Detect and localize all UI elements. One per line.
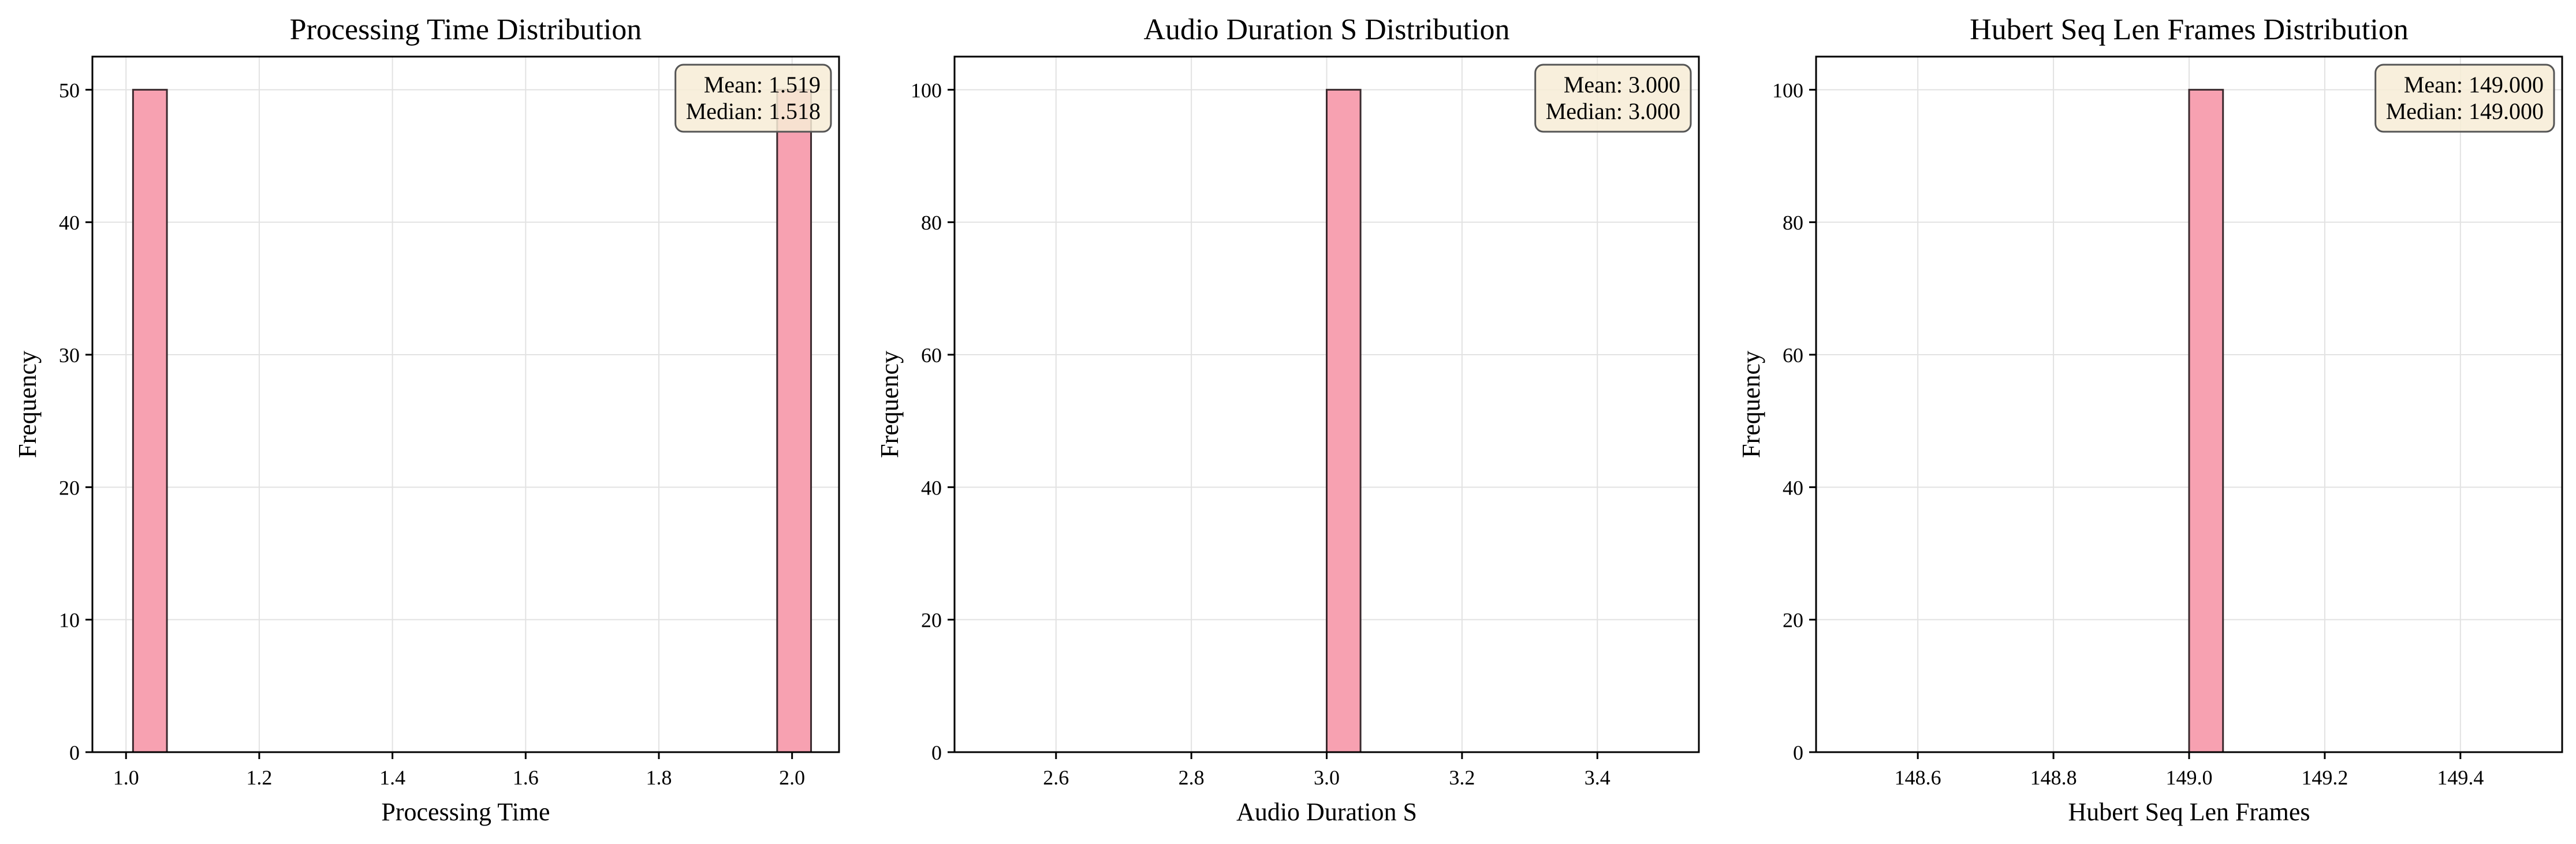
x-tick-label: 148.8 [2030,766,2077,789]
chart-title: Audio Duration S Distribution [1143,13,1509,46]
x-axis-label: Hubert Seq Len Frames [2068,798,2310,826]
stats-median: Median: 1.518 [686,98,821,124]
stats-box-frame [1534,64,1692,133]
x-axis-label: Audio Duration S [1236,798,1417,826]
x-tick-label: 1.6 [513,766,539,789]
stats-mean: Mean: 1.519 [704,72,821,98]
x-tick-label: 1.0 [113,766,139,789]
x-axis-label: Processing Time [381,798,550,826]
y-tick-label: 0 [931,741,942,764]
x-tick-label: 3.4 [1585,766,1611,789]
stats-median: Median: 149.000 [2386,98,2544,124]
y-tick-label: 20 [1783,609,1803,632]
histogram-panel-3: 148.6 148.8 149.0 149.2 149.4 0 20 40 60 80 100 Hub… [1737,13,2563,826]
stats-box-frame [674,64,832,133]
y-tick-label: 20 [921,609,942,632]
axes-frame [91,55,840,753]
y-tick-label: 40 [59,211,80,235]
y-tick-label: 80 [921,211,942,235]
y-tick-label: 40 [921,476,942,499]
x-tick-label: 149.2 [2301,766,2348,789]
x-tick-label: 149.4 [2437,766,2484,789]
chart-title: Processing Time Distribution [290,13,642,46]
y-tick-label: 80 [1783,211,1803,235]
histogram-bar [132,88,168,753]
stats-mean: Mean: 149.000 [2404,72,2544,98]
x-tick-label: 1.4 [379,766,405,789]
x-tick-label: 1.2 [246,766,272,789]
x-tick-label: 2.8 [1179,766,1205,789]
histogram-panel-1: 1.0 1.2 1.4 1.6 1.8 2.0 0 10 20 30 40 50 Processing … [13,13,840,826]
y-tick-label: 40 [1783,476,1803,499]
x-tick-label: 3.0 [1314,766,1340,789]
y-axis-label: Frequency [875,351,904,458]
histogram-bar [1326,88,1362,753]
y-tick-label: 0 [69,741,80,764]
stats-mean: Mean: 3.000 [1564,72,1680,98]
histogram-bar [2188,88,2224,753]
histogram-bar [776,88,812,753]
chart-title: Hubert Seq Len Frames Distribution [1970,13,2409,46]
x-tick-label: 1.8 [646,766,672,789]
y-axis-label: Frequency [13,351,42,458]
y-tick-label: 60 [1783,344,1803,367]
x-tick-label: 149.0 [2166,766,2213,789]
y-tick-label: 60 [921,344,942,367]
x-tick-label: 2.6 [1043,766,1069,789]
stats-median: Median: 3.000 [1546,98,1680,124]
stats-box-frame [2374,64,2555,133]
y-tick-label: 20 [59,476,80,499]
x-tick-label: 148.6 [1895,766,1941,789]
y-tick-label: 10 [59,609,80,632]
y-tick-label: 30 [59,344,80,367]
x-tick-label: 2.0 [779,766,805,789]
y-tick-label: 50 [59,79,80,102]
histogram-panel-2: 2.6 2.8 3.0 3.2 3.4 0 20 40 60 80 100 Audio Duratio… [875,13,1700,826]
y-axis-label: Frequency [1737,351,1765,458]
y-tick-label: 0 [1793,741,1803,764]
y-tick-label: 100 [1772,79,1803,102]
y-tick-label: 100 [911,79,942,102]
x-tick-label: 3.2 [1449,766,1475,789]
